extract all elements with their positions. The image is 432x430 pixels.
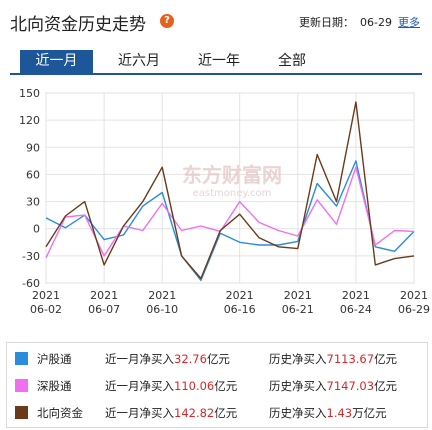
y-tick-label: 150	[19, 87, 40, 100]
x-tick-year: 2021	[226, 289, 254, 302]
series-lines	[45, 101, 415, 282]
x-tick-year: 2021	[400, 289, 428, 302]
legend-swatch	[15, 352, 28, 365]
y-tick-label: 60	[26, 168, 40, 181]
legend-swatch	[15, 406, 28, 419]
legend-name: 北向资金	[37, 406, 83, 420]
x-tick-date: 06-24	[340, 303, 372, 316]
y-tick-label: 30	[26, 196, 40, 209]
legend-row-hgt: 沪股通 近一月净买入32.76亿元 历史净买入7113.67亿元	[7, 345, 427, 371]
hist-value: 7113.67	[326, 352, 375, 366]
hist-label: 历史净买入	[269, 406, 327, 420]
month-unit: 亿元	[206, 352, 230, 366]
x-axis: 202106-02202106-07202106-10202106-162021…	[30, 289, 430, 316]
series-line-1	[45, 166, 415, 259]
watermark-sub: eastmoney.com	[193, 188, 272, 199]
tab-all[interactable]: 全部	[278, 53, 306, 69]
month-unit: 亿元	[214, 379, 238, 393]
legend-row-sgt: 深股通 近一月净买入110.06亿元 历史净买入7147.03亿元	[7, 372, 427, 398]
x-tick-date: 06-02	[30, 303, 62, 316]
tab-one-month[interactable]: 近一月	[20, 50, 93, 73]
series-line-2	[45, 101, 415, 280]
x-tick-date: 06-07	[88, 303, 120, 316]
y-tick-label: 120	[19, 114, 40, 127]
hist-unit: 亿元	[374, 352, 398, 366]
legend-hist: 历史净买入7113.67亿元	[269, 351, 397, 367]
tab-underline	[10, 73, 422, 75]
month-unit: 亿元	[214, 406, 238, 420]
more-link[interactable]: 更多	[398, 16, 420, 29]
update-info: 更新日期： 06-29 更多	[299, 14, 420, 30]
tab-six-months[interactable]: 近六月	[118, 53, 160, 69]
header: 北向资金历史走势 ? 更新日期： 06-29 更多	[0, 0, 432, 44]
update-label: 更新日期：	[299, 16, 355, 29]
legend-hist: 历史净买入1.43万亿元	[269, 405, 387, 421]
legend-hist: 历史净买入7147.03亿元	[269, 378, 397, 394]
x-tick-date: 06-10	[146, 303, 178, 316]
y-tick-label: 0	[33, 223, 40, 236]
page-title: 北向资金历史走势	[10, 15, 146, 35]
series-line-0	[45, 160, 415, 282]
hist-value: 7147.03	[326, 379, 375, 393]
watermark-text: 东方财富网	[182, 163, 282, 187]
x-tick-year: 2021	[32, 289, 60, 302]
x-tick-date: 06-16	[224, 303, 256, 316]
month-label: 近一月净买入	[105, 352, 174, 366]
tab-one-year[interactable]: 近一年	[198, 53, 240, 69]
legend-swatch	[15, 379, 28, 392]
hist-label: 历史净买入	[269, 352, 327, 366]
y-tick-label: 90	[26, 141, 40, 154]
hist-value: 1.43	[326, 406, 353, 420]
month-label: 近一月净买入	[105, 379, 174, 393]
legend-table: 沪股通 近一月净买入32.76亿元 历史净买入7113.67亿元 深股通 近一月…	[6, 342, 428, 428]
chart-grid	[45, 92, 415, 284]
month-value: 142.82	[174, 406, 215, 420]
y-tick-label: -60	[22, 277, 40, 290]
x-tick-date: 06-29	[398, 303, 430, 316]
x-tick-year: 2021	[342, 289, 370, 302]
y-axis: -60 -30 0 30 60 90 120 150	[19, 87, 40, 290]
x-tick-date: 06-21	[282, 303, 314, 316]
hist-unit: 万亿元	[352, 406, 387, 420]
month-label: 近一月净买入	[105, 406, 174, 420]
hist-unit: 亿元	[374, 379, 398, 393]
update-date: 06-29	[360, 16, 392, 29]
hist-label: 历史净买入	[269, 379, 327, 393]
legend-month: 近一月净买入32.76亿元	[105, 351, 230, 367]
x-tick-year: 2021	[90, 289, 118, 302]
x-tick-year: 2021	[284, 289, 312, 302]
month-value: 32.76	[174, 352, 207, 366]
legend-row-north: 北向资金 近一月净买入142.82亿元 历史净买入1.43万亿元	[7, 399, 427, 425]
legend-month: 近一月净买入142.82亿元	[105, 405, 237, 421]
x-tick-year: 2021	[148, 289, 176, 302]
y-tick-label: -30	[22, 250, 40, 263]
legend-month: 近一月净买入110.06亿元	[105, 378, 237, 394]
month-value: 110.06	[174, 379, 215, 393]
question-icon[interactable]: ?	[160, 14, 174, 28]
legend-name: 深股通	[37, 379, 72, 393]
legend-name: 沪股通	[37, 352, 72, 366]
